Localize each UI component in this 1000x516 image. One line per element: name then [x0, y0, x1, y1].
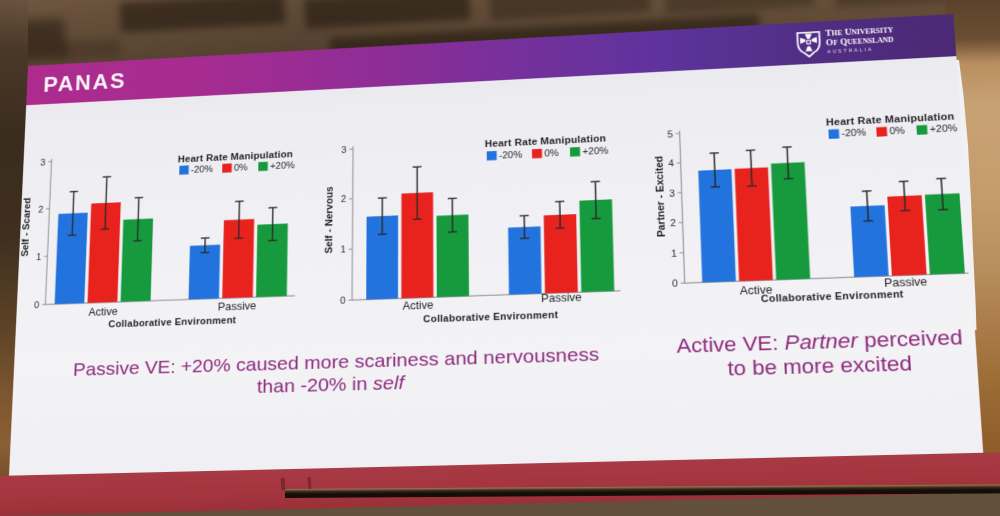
svg-text:-20%: -20% — [841, 127, 866, 139]
svg-text:Passive: Passive — [218, 301, 257, 314]
svg-text:1: 1 — [671, 248, 677, 259]
svg-text:0: 0 — [672, 278, 678, 289]
svg-text:5: 5 — [667, 129, 673, 140]
svg-text:Self - Nervous: Self - Nervous — [323, 186, 336, 254]
svg-text:Collaborative Environment: Collaborative Environment — [423, 310, 558, 325]
svg-text:0%: 0% — [544, 147, 559, 158]
svg-text:Self - Scared: Self - Scared — [19, 197, 33, 256]
svg-text:Active: Active — [88, 307, 118, 320]
svg-text:1: 1 — [36, 252, 42, 262]
svg-text:0%: 0% — [889, 125, 905, 136]
svg-text:3: 3 — [669, 188, 675, 199]
svg-text:4: 4 — [668, 158, 674, 169]
svg-text:-20%: -20% — [499, 149, 522, 161]
svg-text:Passive: Passive — [541, 293, 582, 306]
svg-text:1: 1 — [340, 244, 346, 255]
svg-text:Collaborative Environment: Collaborative Environment — [108, 315, 236, 330]
svg-text:Collaborative Environment: Collaborative Environment — [761, 288, 904, 304]
svg-text:Partner - Excited: Partner - Excited — [654, 155, 669, 237]
svg-text:2: 2 — [670, 218, 676, 229]
svg-text:2: 2 — [341, 194, 347, 205]
svg-text:3: 3 — [341, 144, 347, 155]
svg-text:-20%: -20% — [191, 164, 213, 175]
svg-text:+20%: +20% — [582, 145, 608, 157]
svg-text:0: 0 — [340, 295, 346, 306]
svg-text:Active: Active — [403, 300, 434, 313]
svg-text:0%: 0% — [234, 162, 248, 173]
svg-text:+20%: +20% — [929, 123, 957, 135]
svg-text:3: 3 — [40, 157, 46, 167]
svg-text:+20%: +20% — [270, 160, 295, 171]
svg-text:0: 0 — [34, 300, 40, 311]
svg-text:2: 2 — [38, 204, 44, 214]
